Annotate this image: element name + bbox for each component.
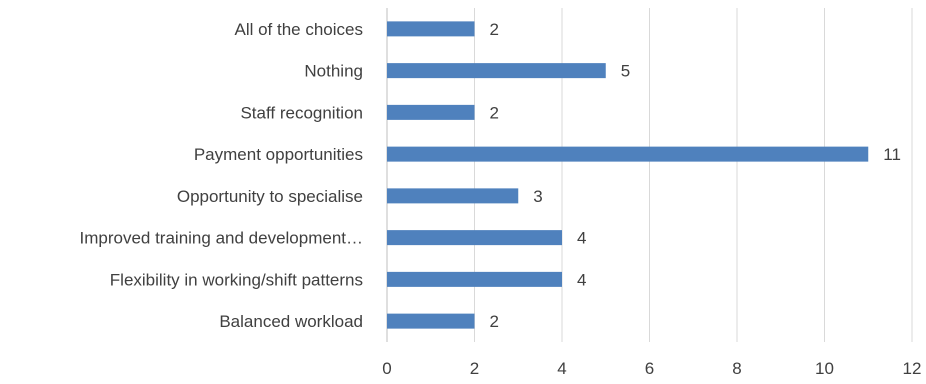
x-tick-label: 12 xyxy=(903,359,922,378)
bar xyxy=(387,104,475,120)
x-tick-label: 4 xyxy=(557,359,566,378)
data-label: 5 xyxy=(621,62,630,81)
x-tick-label: 6 xyxy=(645,359,654,378)
data-label: 3 xyxy=(533,187,542,206)
bars xyxy=(387,21,869,329)
bar xyxy=(387,21,475,37)
bar xyxy=(387,63,606,79)
data-label: 2 xyxy=(490,20,499,39)
x-tick-label: 8 xyxy=(732,359,741,378)
bar xyxy=(387,271,562,287)
category-label: Flexibility in working/shift patterns xyxy=(110,270,363,289)
data-label: 4 xyxy=(577,270,586,289)
bar xyxy=(387,313,475,329)
category-label: Staff recognition xyxy=(240,103,363,122)
category-label: Balanced workload xyxy=(219,312,363,331)
labels: 0 2 4 6 8 10 12 All of the choices 2 Nothing 5 Staf… xyxy=(80,20,922,378)
bar xyxy=(387,230,562,246)
x-tick-label: 10 xyxy=(815,359,834,378)
bar xyxy=(387,188,519,204)
bar xyxy=(387,146,869,162)
data-label: 2 xyxy=(490,103,499,122)
data-label: 4 xyxy=(577,229,586,248)
x-tick-label: 2 xyxy=(470,359,479,378)
data-label: 2 xyxy=(490,312,499,331)
category-label: Nothing xyxy=(304,62,363,81)
category-label: Payment opportunities xyxy=(194,145,363,164)
data-label: 11 xyxy=(883,145,901,164)
gridlines xyxy=(386,8,913,342)
category-label: Opportunity to specialise xyxy=(177,187,363,206)
category-label: Improved training and development… xyxy=(80,229,364,248)
category-label: All of the choices xyxy=(234,20,363,39)
x-tick-label: 0 xyxy=(382,359,391,378)
